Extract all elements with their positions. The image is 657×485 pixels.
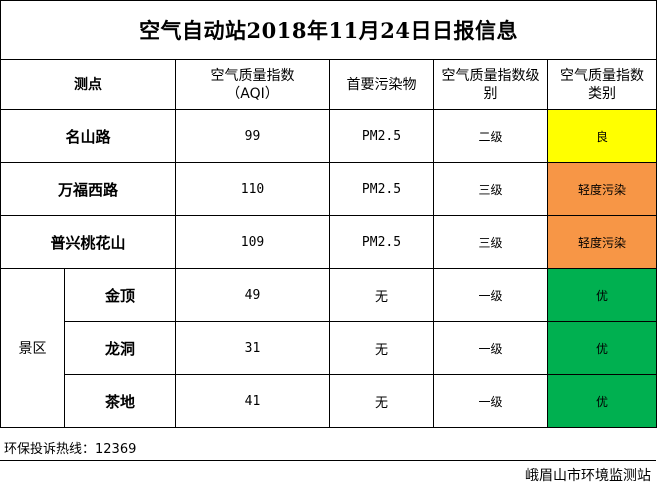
aqi-category: 优 bbox=[546, 268, 657, 322]
scenic-area-label: 景区 bbox=[0, 268, 65, 428]
site-name: 龙洞 bbox=[64, 321, 176, 375]
header-level: 空气质量指数级别 bbox=[433, 59, 548, 110]
header-site: 测点 bbox=[0, 59, 176, 110]
primary-pollutant: 无 bbox=[329, 374, 434, 428]
site-name: 万福西路 bbox=[0, 162, 176, 216]
header-aqi: 空气质量指数 （AQI） bbox=[175, 59, 330, 110]
report-title: 空气自动站2018年11月24日日报信息 bbox=[0, 0, 657, 60]
aqi-value: 110 bbox=[175, 162, 330, 216]
aqi-level: 一级 bbox=[433, 321, 548, 375]
aqi-level: 二级 bbox=[433, 109, 548, 163]
aqi-level: 三级 bbox=[433, 215, 548, 269]
aqi-level: 一级 bbox=[433, 374, 548, 428]
site-name: 普兴桃花山 bbox=[0, 215, 176, 269]
aqi-category: 轻度污染 bbox=[546, 215, 657, 269]
table-row: 茶地 41 无 一级 优 bbox=[1, 374, 657, 428]
aqi-category: 良 bbox=[546, 109, 657, 163]
complaint-hotline: 环保投诉热线：12369 bbox=[4, 442, 137, 457]
primary-pollutant: PM2.5 bbox=[329, 215, 434, 269]
aqi-category: 轻度污染 bbox=[546, 162, 657, 216]
issuing-organization: 峨眉山市环境监测站 bbox=[525, 468, 651, 484]
aqi-level: 三级 bbox=[433, 162, 548, 216]
primary-pollutant: PM2.5 bbox=[329, 162, 434, 216]
table-row: 名山路 99 PM2.5 二级 良 bbox=[0, 109, 657, 163]
aqi-category: 优 bbox=[546, 374, 657, 428]
site-name: 名山路 bbox=[0, 109, 176, 163]
header-pollutant: 首要污染物 bbox=[329, 59, 434, 110]
site-name: 茶地 bbox=[64, 374, 176, 428]
primary-pollutant: PM2.5 bbox=[329, 109, 434, 163]
primary-pollutant: 无 bbox=[329, 321, 434, 375]
aqi-level: 一级 bbox=[433, 268, 548, 322]
header-category: 空气质量指数类别 bbox=[546, 59, 657, 110]
aqi-report-table: 空气自动站2018年11月24日日报信息 测点 空气质量指数 （AQI） 首要污… bbox=[0, 0, 657, 428]
aqi-value: 49 bbox=[175, 268, 330, 322]
aqi-value: 99 bbox=[175, 109, 330, 163]
aqi-category: 优 bbox=[546, 321, 657, 375]
aqi-value: 31 bbox=[175, 321, 330, 375]
aqi-value: 109 bbox=[175, 215, 330, 269]
footer-divider bbox=[0, 460, 656, 461]
header-aqi-label: 空气质量指数 bbox=[210, 67, 295, 84]
table-row: 龙洞 31 无 一级 优 bbox=[1, 321, 657, 375]
table-row: 景区 金顶 49 无 一级 优 bbox=[0, 268, 657, 428]
header-aqi-sub: （AQI） bbox=[226, 85, 279, 102]
table-row: 万福西路 110 PM2.5 三级 轻度污染 bbox=[0, 162, 657, 216]
primary-pollutant: 无 bbox=[329, 268, 434, 322]
table-row: 普兴桃花山 109 PM2.5 三级 轻度污染 bbox=[0, 215, 657, 269]
site-name: 金顶 bbox=[64, 268, 176, 322]
aqi-value: 41 bbox=[175, 374, 330, 428]
